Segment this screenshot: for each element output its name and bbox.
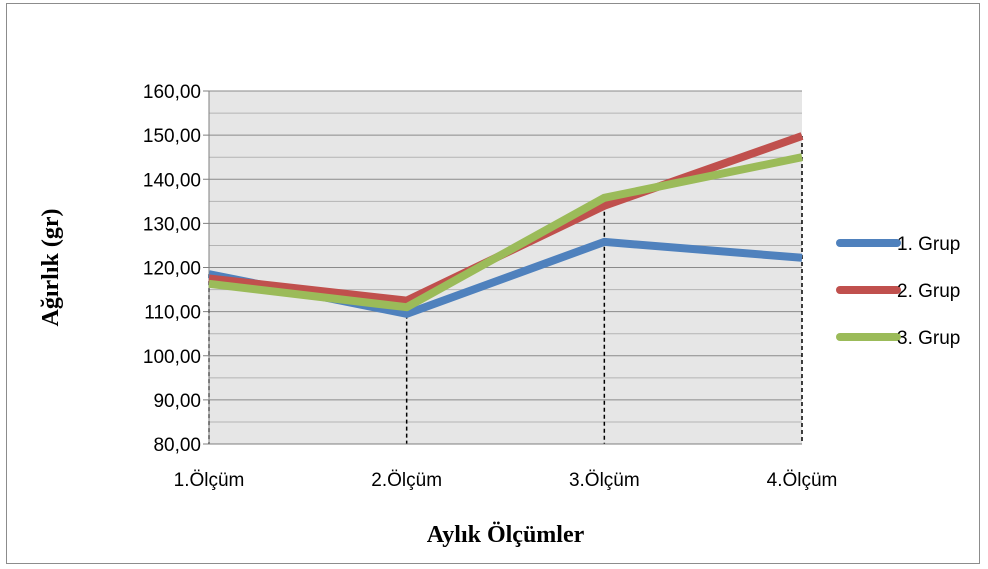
x-tick-labels: 1.Ölçüm 2.Ölçüm 3.Ölçüm 4.Ölçüm — [174, 470, 838, 491]
series-line-3 — [208, 153, 803, 312]
y-tick-label: 80,00 — [153, 435, 201, 456]
series-lines — [208, 132, 804, 318]
y-tick-label: 100,00 — [143, 347, 201, 368]
y-tick-label: 130,00 — [143, 214, 201, 235]
legend-label: 1. Grup — [897, 234, 960, 255]
y-tick-label: 90,00 — [153, 391, 201, 412]
y-tick-label: 140,00 — [143, 170, 201, 191]
x-tick-label: 1.Ölçüm — [174, 470, 245, 491]
axes — [208, 91, 802, 445]
y-tick-label: 110,00 — [144, 303, 201, 324]
x-tick-label: 2.Ölçüm — [371, 470, 442, 491]
y-tick-labels: 80,00 90,00 100,00 110,00 120,00 130,00 140,00… — [143, 82, 201, 456]
y-tick-label: 120,00 — [143, 259, 201, 280]
legend-label: 2. Grup — [897, 281, 960, 302]
x-tick-label: 4.Ölçüm — [767, 470, 838, 491]
y-tick-label: 150,00 — [143, 126, 201, 147]
y-tick-label: 160,00 — [143, 82, 201, 103]
legend-label: 3. Grup — [897, 328, 960, 349]
y-axis-title: Ağırlık (gr) — [38, 209, 64, 327]
legend: 1. Grup 2. Grup 3. Grup — [836, 234, 960, 349]
x-tick-label: 3.Ölçüm — [569, 470, 640, 491]
x-axis-title: Aylık Ölçümler — [427, 522, 585, 548]
